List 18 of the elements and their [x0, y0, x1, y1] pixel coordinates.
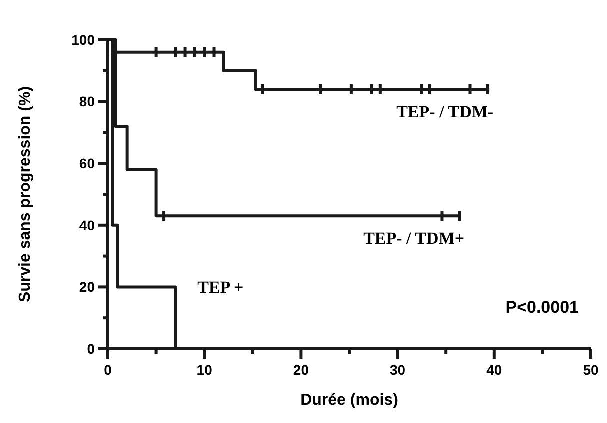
- y-tick-label: 80: [79, 94, 96, 110]
- x-tick-label: 50: [583, 362, 599, 378]
- x-axis-title: Durée (mois): [300, 392, 398, 409]
- y-tick-label: 0: [87, 340, 96, 357]
- x-tick-label: 0: [104, 362, 112, 378]
- y-axis-title: Survie sans progression (%): [17, 86, 34, 303]
- y-tick-label: 40: [79, 217, 96, 234]
- series-label: TEP +: [198, 278, 244, 298]
- y-tick-label: 100: [72, 32, 96, 48]
- x-tick-label: 10: [196, 362, 213, 378]
- annotation: P<0.0001: [506, 298, 579, 317]
- x-tick-label: 30: [390, 362, 406, 378]
- x-tick-label: 20: [293, 362, 310, 378]
- y-tick-label: 20: [79, 279, 96, 296]
- y-tick-label: 60: [79, 156, 96, 172]
- x-tick-label: 40: [486, 362, 502, 378]
- series-label: TEP- / TDM-: [396, 102, 494, 122]
- series-label: TEP- / TDM+: [364, 229, 465, 248]
